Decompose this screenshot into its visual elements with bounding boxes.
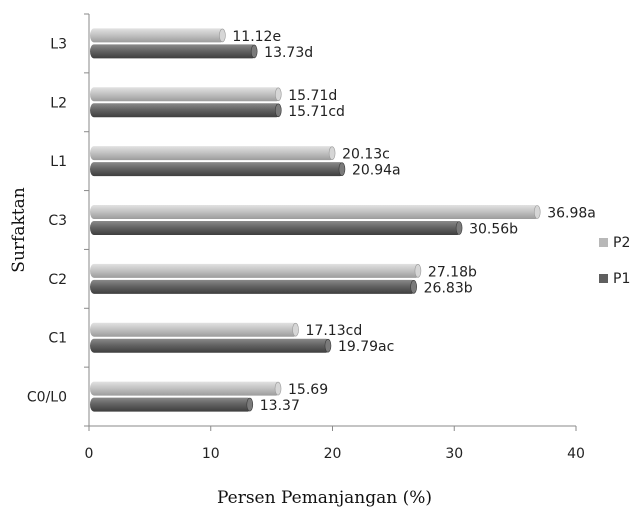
x-tick-label: 30	[445, 446, 463, 462]
data-label: 15.71cd	[288, 104, 345, 120]
bar-p1-c1	[90, 338, 330, 353]
legend-label-p1: P1	[613, 271, 630, 287]
x-tick-label: 40	[567, 446, 585, 462]
x-tick-label: 10	[202, 446, 220, 462]
data-label: 26.83b	[424, 280, 473, 296]
data-label: 15.69	[288, 382, 328, 398]
bar-p2-l1	[90, 146, 335, 161]
data-label: 11.12e	[232, 29, 281, 45]
data-label: 13.37	[260, 398, 300, 414]
category-label: C0/L0	[27, 390, 67, 406]
bar-p2-c1	[90, 322, 298, 337]
bar-cap	[250, 44, 258, 59]
bar-cap	[219, 28, 226, 43]
data-label: 20.94a	[352, 163, 401, 179]
y-axis-title: Surfaktan	[9, 187, 29, 272]
bar-cap	[292, 322, 299, 337]
bars	[90, 28, 541, 412]
axes: 0 10 20 30 40 Persen Pemanjangan (%) Surfaktan	[9, 13, 585, 508]
data-label: 27.18b	[428, 264, 477, 280]
bar-cap	[324, 338, 332, 353]
category-label: L1	[50, 154, 67, 170]
data-label: 13.73d	[264, 45, 313, 61]
data-label: 19.79ac	[338, 339, 394, 355]
bar-cap	[338, 162, 346, 176]
bar-p2-l3	[90, 28, 225, 43]
bar-cap	[455, 221, 463, 235]
bar-p1-l3	[90, 44, 257, 59]
bar-p2-c2	[90, 263, 420, 278]
data-label: 17.13cd	[306, 323, 363, 339]
bar-cap	[414, 264, 422, 278]
data-label: 20.13c	[342, 147, 390, 163]
category-label: C2	[48, 272, 67, 288]
bar-cap	[328, 146, 336, 160]
category-label: C1	[48, 331, 67, 347]
bar-cap	[410, 280, 417, 294]
bar-p2-c3	[90, 205, 540, 219]
x-tick-label: 0	[85, 446, 94, 462]
bar-p2-c0-l0	[90, 381, 281, 396]
bar-cap	[533, 205, 541, 219]
bar-cap	[246, 397, 254, 412]
data-label: 15.71d	[288, 88, 337, 104]
bar-cap	[274, 87, 282, 102]
bar-p1-c3	[90, 221, 462, 235]
legend-label-p2: P2	[613, 235, 630, 251]
x-tick-label: 20	[324, 446, 342, 462]
data-label: 30.56b	[469, 222, 518, 238]
legend: P2 P1	[599, 235, 630, 287]
bar-cap	[274, 381, 282, 396]
bar-cap	[274, 103, 282, 118]
bar-p1-c0-l0	[90, 397, 252, 412]
category-label: C3	[48, 213, 67, 229]
legend-swatch-p1	[599, 274, 608, 283]
legend-swatch-p2	[599, 238, 608, 247]
bar-p1-l2	[90, 103, 281, 118]
bar-p1-l1	[90, 162, 344, 177]
bar-p1-c2	[90, 279, 416, 294]
category-label: L3	[50, 36, 67, 52]
data-label: 36.98a	[547, 206, 596, 222]
x-axis-title: Persen Pemanjangan (%)	[217, 488, 432, 508]
category-label: L2	[50, 95, 67, 111]
bar-p2-l2	[90, 87, 281, 102]
